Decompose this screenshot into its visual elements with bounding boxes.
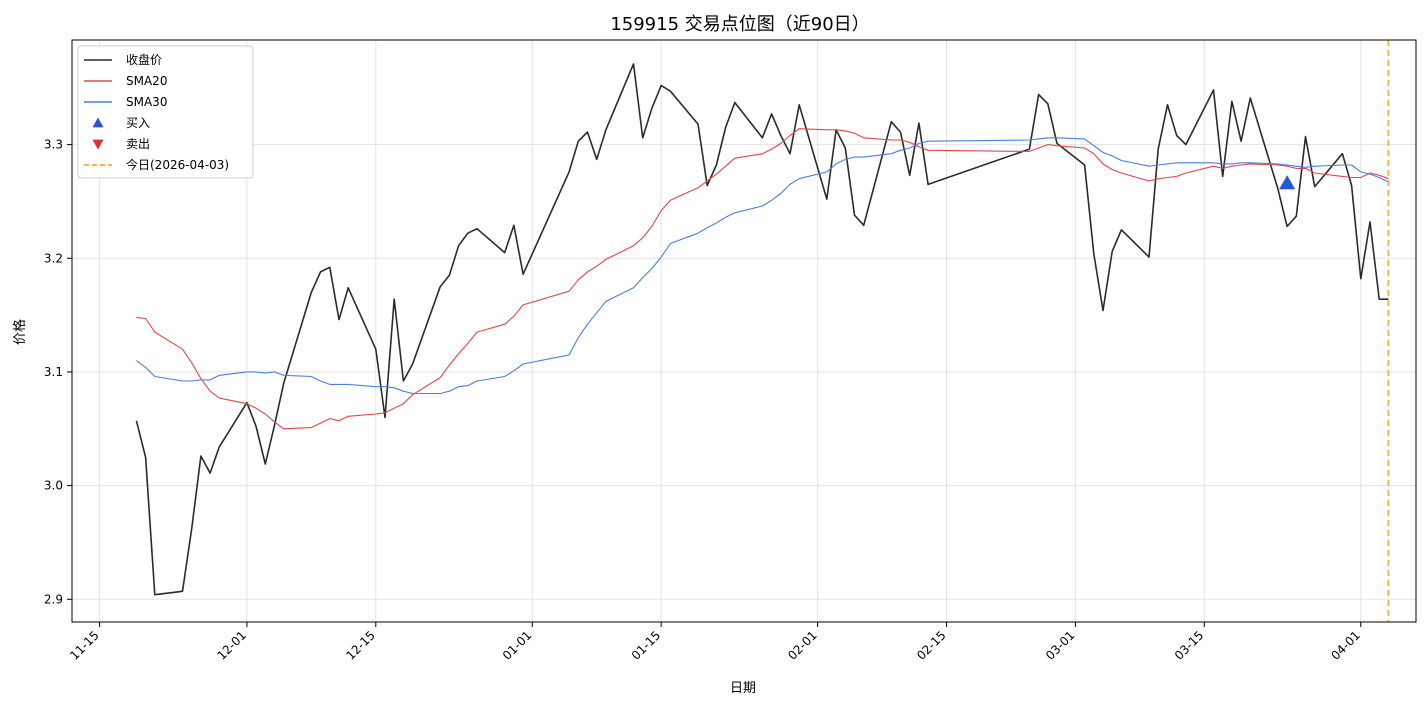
x-tick-label: 02-15: [914, 628, 949, 663]
y-tick-label: 3.3: [44, 138, 63, 152]
series-layer: [135, 63, 1389, 596]
chart-title: 159915 交易点位图（近90日）: [610, 14, 869, 35]
y-tick-label: 3.0: [44, 479, 63, 493]
y-tick-label: 3.1: [44, 365, 63, 379]
legend-label: 买入: [126, 116, 150, 130]
series-line-close: [135, 63, 1389, 596]
series-line-sma30: [136, 137, 1389, 395]
legend-label: SMA30: [126, 95, 167, 109]
legend-label: 卖出: [126, 137, 150, 151]
legend-handle: [92, 139, 104, 150]
legend-handle: [92, 117, 104, 128]
x-tick-label: 04-01: [1328, 628, 1363, 663]
x-tick-label: 12-15: [343, 628, 378, 663]
legend-label: 今日(2026-04-03): [126, 157, 229, 172]
x-tick-label: 01-01: [500, 628, 535, 663]
marker-layer: [1279, 40, 1390, 622]
legend-box: [77, 45, 254, 179]
plot-frame: [71, 39, 1417, 623]
legend-label: SMA20: [126, 74, 167, 88]
x-tick-label: 03-01: [1043, 628, 1078, 663]
x-tick-label: 01-15: [629, 628, 664, 663]
grid-lines: [72, 40, 1416, 622]
x-tick-label: 12-01: [214, 628, 249, 663]
y-tick-label: 3.2: [44, 251, 63, 265]
x-tick-label: 02-01: [785, 628, 820, 663]
legend-label: 收盘价: [126, 52, 162, 67]
x-axis-label: 日期: [730, 681, 756, 696]
buy-marker: [1279, 175, 1296, 190]
x-tick-label: 03-15: [1172, 628, 1207, 663]
series-line-sma20: [136, 128, 1389, 430]
x-tick-label: 11-15: [67, 628, 102, 663]
y-axis-label: 价格: [12, 319, 28, 345]
y-tick-label: 2.9: [44, 592, 63, 606]
